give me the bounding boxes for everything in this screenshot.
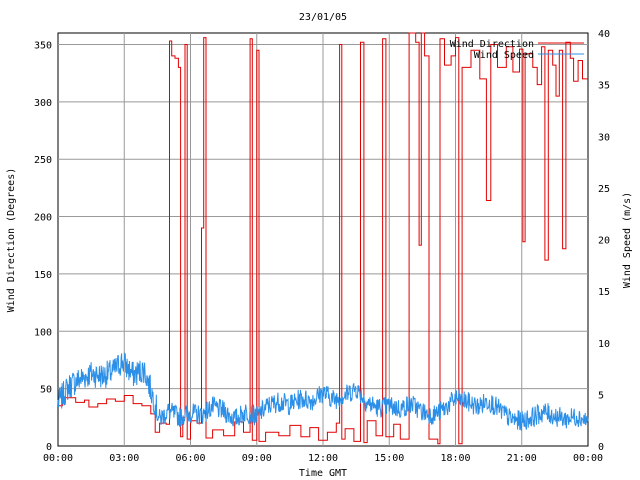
x-tick-label: 00:00 bbox=[43, 453, 73, 464]
x-tick-label: 09:00 bbox=[242, 453, 272, 464]
y-right-axis-ticks: 0 5 10 15 20 25 30 35 40 bbox=[598, 29, 610, 453]
x-tick-label: 12:00 bbox=[308, 453, 338, 464]
gridlines bbox=[58, 33, 588, 446]
y-right-tick-label: 0 bbox=[598, 442, 604, 453]
y-left-tick-label: 350 bbox=[34, 40, 52, 51]
y-left-tick-label: 50 bbox=[40, 385, 52, 396]
y-right-tick-label: 25 bbox=[598, 184, 610, 195]
y-left-tick-label: 150 bbox=[34, 270, 52, 281]
y-right-tick-label: 20 bbox=[598, 236, 610, 247]
y-left-axis-ticks: 0 50 100 150 200 250 300 350 bbox=[34, 40, 52, 453]
x-tick-label: 00:00 bbox=[573, 453, 603, 464]
legend: Wind Direction Wind Speed bbox=[450, 39, 584, 61]
x-tick-label: 21:00 bbox=[507, 453, 537, 464]
x-tick-label: 18:00 bbox=[440, 453, 470, 464]
y-right-tick-label: 40 bbox=[598, 29, 610, 40]
series-lines bbox=[57, 32, 589, 445]
y-left-tick-label: 200 bbox=[34, 213, 52, 224]
y-left-tick-label: 100 bbox=[34, 327, 52, 338]
x-axis-ticks: 00:00 03:00 06:00 09:00 12:00 15:00 18:00 21:00… bbox=[43, 453, 603, 464]
y-right-axis-label: Wind Speed (m/s) bbox=[622, 192, 633, 288]
y-right-tick-label: 5 bbox=[598, 390, 604, 401]
legend-label-wind-speed: Wind Speed bbox=[474, 50, 534, 61]
y-left-tick-label: 250 bbox=[34, 155, 52, 166]
series-line-wind-speed bbox=[57, 352, 589, 431]
y-left-tick-label: 300 bbox=[34, 98, 52, 109]
legend-label-wind-direction: Wind Direction bbox=[450, 39, 534, 50]
y-left-tick-label: 0 bbox=[46, 442, 52, 453]
series-line-wind-direction bbox=[58, 32, 588, 445]
y-right-tick-label: 30 bbox=[598, 132, 610, 143]
y-left-axis-label: Wind Direction (Degrees) bbox=[6, 168, 17, 313]
y-right-tick-label: 10 bbox=[598, 339, 610, 350]
y-right-tick-label: 15 bbox=[598, 287, 610, 298]
x-tick-label: 03:00 bbox=[109, 453, 139, 464]
y-right-tick-label: 35 bbox=[598, 81, 610, 92]
chart-title: 23/01/05 bbox=[299, 12, 347, 23]
x-tick-label: 06:00 bbox=[175, 453, 205, 464]
x-axis-label: Time GMT bbox=[299, 468, 347, 479]
x-tick-label: 15:00 bbox=[374, 453, 404, 464]
